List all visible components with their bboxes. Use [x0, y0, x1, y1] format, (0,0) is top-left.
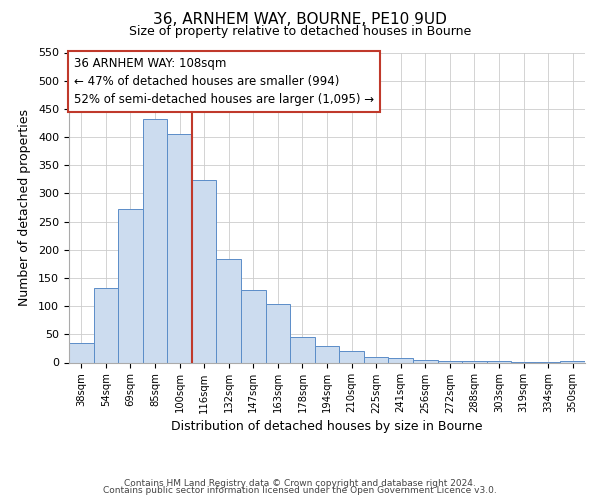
Bar [413, 360, 437, 362]
Bar [364, 357, 388, 362]
Bar [192, 180, 217, 362]
Bar [241, 290, 266, 362]
Bar [266, 304, 290, 362]
Bar [339, 351, 364, 362]
Bar [143, 119, 167, 362]
Bar [167, 134, 192, 362]
Text: Contains public sector information licensed under the Open Government Licence v3: Contains public sector information licen… [103, 486, 497, 495]
Bar [94, 288, 118, 362]
Y-axis label: Number of detached properties: Number of detached properties [18, 109, 31, 306]
Bar [118, 209, 143, 362]
Text: Contains HM Land Registry data © Crown copyright and database right 2024.: Contains HM Land Registry data © Crown c… [124, 478, 476, 488]
Text: 36, ARNHEM WAY, BOURNE, PE10 9UD: 36, ARNHEM WAY, BOURNE, PE10 9UD [153, 12, 447, 28]
Bar [388, 358, 413, 362]
Bar [437, 361, 462, 362]
X-axis label: Distribution of detached houses by size in Bourne: Distribution of detached houses by size … [171, 420, 483, 432]
Text: Size of property relative to detached houses in Bourne: Size of property relative to detached ho… [129, 25, 471, 38]
Bar [290, 337, 315, 362]
Bar [217, 259, 241, 362]
Bar [315, 346, 339, 362]
Bar [69, 343, 94, 362]
Text: 36 ARNHEM WAY: 108sqm
← 47% of detached houses are smaller (994)
52% of semi-det: 36 ARNHEM WAY: 108sqm ← 47% of detached … [74, 57, 374, 106]
